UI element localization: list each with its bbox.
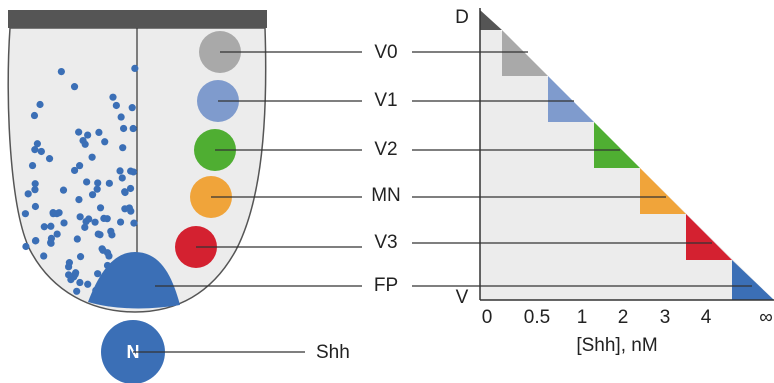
shh-dot (66, 259, 73, 266)
shh-dot (94, 179, 101, 186)
domain-label: FP (374, 275, 398, 296)
shh-dot (65, 271, 72, 278)
shh-dot (47, 223, 54, 230)
shh-dot (74, 235, 81, 242)
v1-range (548, 76, 594, 122)
shh-dot (75, 196, 82, 203)
shh-dot (119, 144, 126, 151)
shh-dot (120, 125, 127, 132)
shh-dot (22, 210, 29, 217)
shh-dot (38, 148, 45, 155)
source-label: Shh (316, 342, 350, 363)
shh-dot (121, 189, 128, 196)
shh-dot (99, 247, 106, 254)
shh-dot (89, 154, 96, 161)
shh-dot (36, 101, 43, 108)
shh-dot (41, 223, 48, 230)
dorsal-tip (480, 10, 502, 30)
domain-label: V1 (374, 90, 397, 111)
dorsal-label: D (455, 7, 469, 28)
shh-dot (94, 270, 101, 277)
shh-dot (83, 178, 90, 185)
shh-dot (113, 102, 120, 109)
x-tick-label: 0 (482, 307, 493, 328)
shh-dot (34, 140, 41, 147)
shh-dot (32, 180, 39, 187)
roof-bar (8, 10, 267, 28)
shh-dot (84, 281, 91, 288)
shh-dot (72, 269, 79, 276)
tick-labels: 0 0.5 1 2 3 4 ∞ (482, 307, 773, 328)
shh-dot (130, 220, 137, 227)
shh-dot (77, 213, 84, 220)
domain-label: V0 (374, 42, 397, 63)
shh-dot (94, 186, 101, 193)
shh-dot (50, 210, 57, 217)
shh-dot (106, 180, 113, 187)
shh-dot (95, 129, 102, 136)
shh-dot (60, 187, 67, 194)
shh-dot (119, 174, 126, 181)
shh-dot (97, 204, 104, 211)
shh-dot (54, 230, 61, 237)
shh-dot (75, 129, 82, 136)
shh-dot (46, 155, 53, 162)
shh-dot (71, 83, 78, 90)
shh-dot (76, 279, 83, 286)
shh-dot (95, 230, 102, 237)
v0-range (502, 30, 548, 76)
shh-dot (118, 113, 125, 120)
shh-dot (48, 235, 55, 242)
shh-dot (105, 252, 112, 259)
shh-dot (101, 138, 108, 145)
shh-dot (81, 224, 88, 231)
shh-dot (109, 94, 116, 101)
shh-dot (25, 190, 32, 197)
domain-label: V2 (374, 139, 397, 160)
shh-dot (89, 191, 96, 198)
shh-dot (100, 215, 107, 222)
shh-dot (32, 237, 39, 244)
shh-dot (22, 243, 29, 250)
shh-dot (131, 65, 138, 72)
domain-label: V3 (374, 232, 397, 253)
shh-dot (107, 228, 114, 235)
x-tick-label: 4 (701, 307, 712, 328)
shh-dot (29, 162, 36, 169)
shh-dot (116, 167, 123, 174)
shh-dot (31, 112, 38, 119)
domain-label: MN (371, 185, 401, 206)
shh-dot (32, 203, 39, 210)
shh-dot (126, 204, 133, 211)
v2-range (594, 122, 640, 168)
x-tick-label: 0.5 (524, 307, 550, 328)
shh-dot (91, 219, 98, 226)
shh-dot (130, 125, 137, 132)
axis-title: [Shh], nM (576, 335, 657, 356)
shh-dot (79, 137, 86, 144)
x-tick-label: 1 (577, 307, 588, 328)
diagram: N D V [Shh], nM V0 V1 V2 MN V3 FP Shh 00… (0, 0, 774, 383)
shh-dot (127, 168, 134, 175)
ventral-label: V (456, 287, 469, 308)
shh-dot (85, 215, 92, 222)
shh-dot (117, 218, 124, 225)
shh-dot (76, 162, 83, 169)
shh-dot (40, 252, 47, 259)
shh-dot (58, 68, 65, 75)
x-tick-label: 2 (618, 307, 629, 328)
shh-dot (84, 131, 91, 138)
shh-dot (73, 288, 80, 295)
shh-dot (60, 219, 67, 226)
shh-dot (77, 253, 84, 260)
x-tick-label: 3 (660, 307, 671, 328)
x-tick-label: ∞ (759, 307, 773, 328)
shh-dot (129, 104, 136, 111)
